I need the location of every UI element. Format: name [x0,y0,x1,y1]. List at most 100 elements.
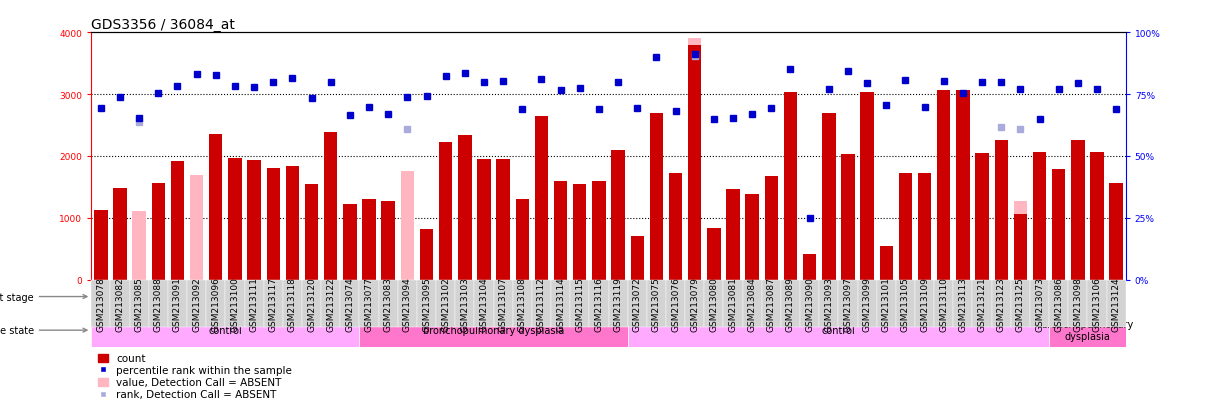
Bar [477,160,490,280]
Text: GSM213096: GSM213096 [212,276,220,331]
Bar [898,173,912,280]
Text: GSM213079: GSM213079 [690,276,700,331]
Bar [343,204,357,280]
Bar [190,175,203,280]
Bar [571,280,589,328]
Bar [593,181,606,280]
Text: GSM213107: GSM213107 [499,276,507,331]
Bar [628,280,1126,313]
Bar [650,114,663,280]
Bar [1049,313,1126,347]
Bar [148,280,168,328]
Bar [516,199,529,280]
Bar [819,280,839,328]
Bar [764,177,778,280]
Bar [341,280,359,328]
Text: GSM213087: GSM213087 [767,276,775,331]
Bar [152,183,166,280]
Bar [229,159,242,280]
Text: GSM213075: GSM213075 [652,276,661,331]
Bar [455,280,475,328]
Bar [225,280,245,328]
Bar [206,280,225,328]
Bar [628,313,1049,347]
Bar [475,280,494,328]
Text: GSM213088: GSM213088 [153,276,163,331]
Text: GSM213078: GSM213078 [96,276,106,331]
Bar [267,169,280,280]
Bar [91,280,111,328]
Text: development stage: development stage [0,292,86,302]
Bar [497,160,510,280]
Bar [363,200,376,280]
Text: GSM213100: GSM213100 [230,276,240,331]
Text: lower gestational age: lower gestational age [307,292,413,302]
Bar [1069,280,1088,328]
Bar [972,280,992,328]
Text: GSM213080: GSM213080 [710,276,718,331]
Text: GSM213119: GSM213119 [613,276,623,331]
Bar [1030,280,1049,328]
Bar [305,185,319,280]
Bar [400,171,414,280]
Bar [1110,184,1123,280]
Text: GSM213124: GSM213124 [1111,277,1121,331]
Bar [247,160,260,280]
Bar [282,280,302,328]
Text: GSM213118: GSM213118 [288,276,297,331]
Text: GSM213110: GSM213110 [940,276,948,331]
Bar [209,135,223,280]
Text: GSM213105: GSM213105 [901,276,910,331]
Bar [94,210,107,280]
Bar [1011,280,1030,328]
Text: GSM213073: GSM213073 [1034,276,1044,331]
Bar [669,173,683,280]
Bar [1033,153,1047,280]
Bar [113,189,127,280]
Text: control: control [208,325,242,335]
Text: GSM213090: GSM213090 [806,276,814,331]
Text: GSM213117: GSM213117 [269,276,277,331]
Bar [800,280,819,328]
Bar [436,280,455,328]
Text: higher gestational age: higher gestational age [821,292,932,302]
Text: GSM213094: GSM213094 [403,276,411,331]
Bar [1106,280,1126,328]
Text: GSM213095: GSM213095 [422,276,431,331]
Bar [398,280,417,328]
Bar [839,280,858,328]
Bar [1051,169,1065,280]
Text: GSM213099: GSM213099 [863,276,871,331]
Bar [630,237,644,280]
Text: GSM213122: GSM213122 [326,277,335,331]
Bar [880,247,893,280]
Bar [915,280,935,328]
Bar [742,280,762,328]
Bar [646,280,666,328]
Bar [860,93,874,280]
Text: GSM213083: GSM213083 [383,276,393,331]
Text: GSM213084: GSM213084 [747,276,757,331]
Text: GSM213086: GSM213086 [1054,276,1064,331]
Text: GSM213123: GSM213123 [997,276,1005,331]
Bar [359,313,628,347]
Text: GSM213077: GSM213077 [365,276,374,331]
Bar [611,150,624,280]
Text: GSM213106: GSM213106 [1093,276,1101,331]
Text: GSM213104: GSM213104 [479,276,488,331]
Text: bronchopulmonary dysplasia: bronchopulmonary dysplasia [424,325,565,335]
Bar [532,280,551,328]
Text: GSM213089: GSM213089 [786,276,795,331]
Bar [1049,280,1069,328]
Bar [381,202,394,280]
Bar [1014,215,1027,280]
Bar [762,280,781,328]
Bar [302,280,321,328]
Bar [992,280,1011,328]
Bar [264,280,282,328]
Text: GSM213112: GSM213112 [537,276,546,331]
Bar [1071,141,1084,280]
Bar [551,280,571,328]
Text: GDS3356 / 36084_at: GDS3356 / 36084_at [91,18,235,32]
Bar [321,280,341,328]
